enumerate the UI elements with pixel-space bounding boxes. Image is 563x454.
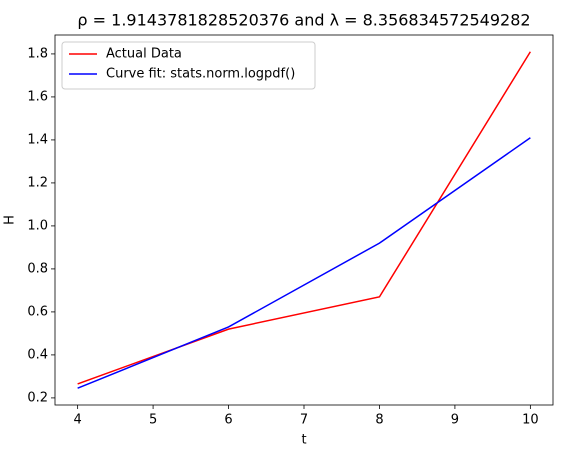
x-tick-label: 5 [149, 413, 157, 428]
y-tick-label: 0.8 [27, 261, 48, 276]
y-tick-label: 1.8 [27, 46, 48, 61]
x-tick-label: 4 [73, 413, 81, 428]
x-tick-label: 10 [522, 413, 539, 428]
y-axis-label: H [3, 215, 18, 225]
plot-frame [54, 34, 554, 406]
legend-label: Actual Data [106, 47, 182, 62]
data-line [77, 137, 531, 389]
y-tick-label: 1.0 [27, 218, 48, 233]
x-tick-label: 7 [300, 413, 308, 428]
y-tick-label: 0.6 [27, 304, 48, 319]
chart-title: ρ = 1.9143781828520376 and λ = 8.3568345… [77, 11, 530, 30]
y-tick-label: 0.4 [27, 347, 48, 362]
legend-label: Curve fit: stats.norm.logpdf() [106, 67, 295, 82]
data-line [77, 51, 532, 385]
y-tick-label: 1.6 [27, 89, 48, 104]
y-tick-label: 1.2 [27, 175, 48, 190]
x-tick-label: 9 [451, 413, 459, 428]
x-tick-label: 6 [224, 413, 232, 428]
x-tick-label: 8 [375, 413, 383, 428]
x-axis-label: t [301, 433, 306, 448]
y-tick-label: 1.4 [27, 132, 48, 147]
legend-box [61, 41, 316, 90]
y-tick-label: 0.2 [27, 390, 48, 405]
